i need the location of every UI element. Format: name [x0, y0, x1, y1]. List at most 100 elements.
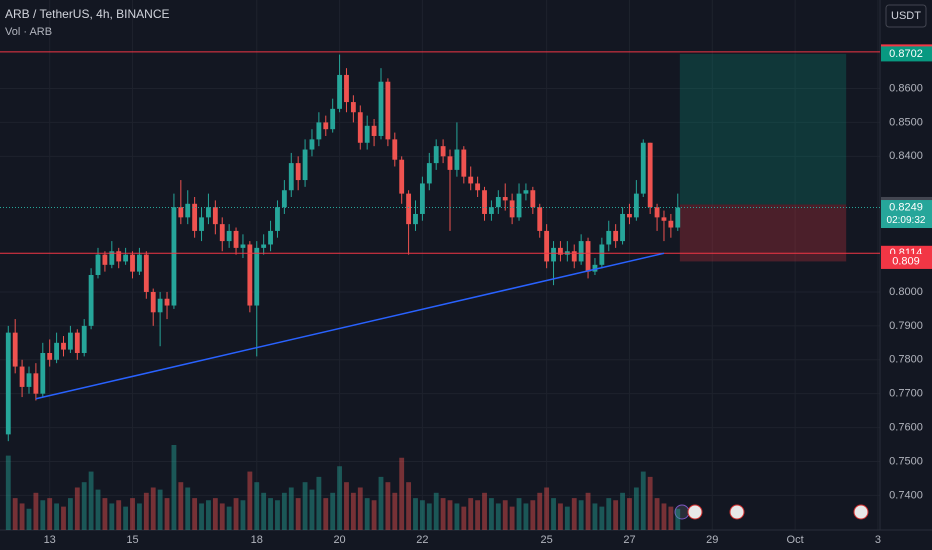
candle-body — [502, 197, 508, 201]
candle-body — [102, 254, 108, 265]
event-icon[interactable] — [853, 504, 869, 520]
volume-bar — [12, 498, 18, 530]
y-tick-label: 0.8400 — [889, 150, 923, 162]
volume-bar — [74, 487, 80, 530]
volume-bar — [592, 503, 598, 530]
volume-bar — [337, 466, 342, 530]
candle-body — [33, 373, 39, 394]
candle-body — [67, 332, 73, 350]
candle-body — [551, 247, 556, 262]
candle-body — [558, 247, 563, 255]
volume-bar — [323, 498, 329, 530]
chart-title: ARB / TetherUS, 4h, BINANCE — [5, 7, 170, 21]
candle-body — [302, 149, 308, 181]
volume-bar — [233, 498, 239, 530]
y-tick-label: 0.7700 — [889, 388, 923, 400]
candle-body — [240, 244, 246, 248]
volume-bar — [157, 489, 163, 530]
volume-bar — [123, 506, 129, 530]
candle-body — [61, 342, 66, 350]
last-price-tag-bg — [881, 200, 932, 229]
candle-body — [19, 366, 25, 387]
y-tick-label: 0.7900 — [889, 320, 923, 332]
candle-body — [5, 332, 11, 435]
volume-bar — [5, 455, 11, 530]
volume-bar — [378, 476, 384, 530]
candle-body — [226, 230, 232, 242]
candle-body — [309, 139, 315, 150]
candle-body — [185, 203, 191, 218]
candle-body — [268, 230, 273, 245]
volume-bar — [668, 506, 674, 530]
volume-bar — [647, 476, 653, 530]
candle-body — [654, 207, 660, 218]
candle-body — [206, 207, 211, 218]
candle-body — [516, 193, 522, 218]
volume-bar — [433, 492, 439, 530]
volume-bar — [385, 482, 391, 530]
volume-bar — [164, 498, 170, 530]
candle-body — [433, 146, 439, 164]
volume-bar — [143, 492, 149, 530]
candle-body — [95, 254, 101, 276]
volume-bar — [530, 500, 536, 530]
candle-body — [495, 197, 501, 208]
candle-body — [350, 102, 356, 113]
y-tick-label: 0.8600 — [889, 82, 923, 94]
x-tick-label: 18 — [251, 534, 263, 546]
volume-bar — [226, 506, 232, 530]
candle-body — [157, 298, 163, 313]
candle-body — [585, 241, 591, 272]
volume-bar — [247, 471, 253, 530]
volume-bar — [344, 482, 349, 530]
currency-button[interactable] — [885, 4, 927, 28]
volume-bar — [171, 445, 177, 530]
volume-bar — [95, 489, 101, 530]
x-tick-label: 27 — [623, 534, 635, 546]
candle-body — [454, 149, 460, 170]
x-tick-label: 20 — [333, 534, 345, 546]
candle-body — [254, 247, 260, 306]
x-tick-label: 22 — [416, 534, 428, 546]
candle-body — [399, 159, 405, 194]
volume-bar — [413, 498, 418, 530]
volume-bar — [137, 503, 142, 530]
volume-bar — [371, 500, 377, 530]
x-tick-label: Oct — [787, 534, 804, 546]
volume-bar — [288, 487, 294, 530]
y-tick-label: 0.7500 — [889, 455, 923, 467]
volume-bar — [275, 500, 280, 530]
candle-body — [419, 183, 425, 214]
volume-bar — [440, 498, 446, 530]
event-icon[interactable] — [687, 504, 703, 520]
candle-body — [150, 291, 156, 313]
candle-body — [489, 207, 494, 214]
candle-body — [288, 163, 294, 191]
candle-body — [544, 230, 550, 262]
y-tick-label: 0.7400 — [889, 489, 923, 501]
volume-bar — [675, 508, 681, 530]
candle-body — [164, 298, 170, 306]
volume-bar — [544, 487, 550, 530]
volume-bar — [654, 498, 660, 530]
candle-body — [109, 251, 115, 265]
candle-body — [54, 342, 60, 360]
event-icon[interactable] — [729, 504, 745, 520]
candle-body — [640, 142, 646, 194]
candle-body — [199, 217, 204, 231]
volume-bar — [54, 503, 60, 530]
volume-bar — [178, 482, 184, 530]
volume-bar — [523, 503, 529, 530]
volume-bar — [516, 498, 522, 530]
candle-body — [364, 125, 370, 143]
candle-body — [40, 352, 46, 394]
volume-bar — [364, 498, 370, 530]
candle-body — [233, 230, 239, 248]
event-icons — [674, 504, 869, 520]
currency-label[interactable]: USDT — [891, 10, 921, 22]
volume-bar — [468, 498, 474, 530]
countdown: 02:09:32 — [887, 215, 926, 226]
volume-bar — [502, 500, 508, 530]
position-profit-zone — [679, 53, 847, 205]
